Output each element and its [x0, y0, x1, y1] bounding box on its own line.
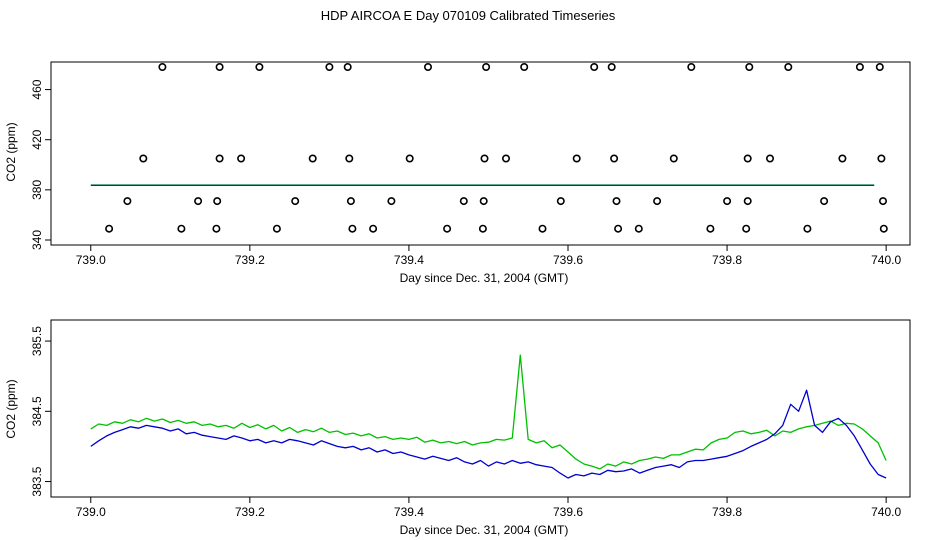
bottom-x-axis: 739.0 739.2 739.4 739.6 739.8 740.0 — [76, 497, 901, 519]
scatter-point — [291, 197, 300, 206]
y-tick-label: 380 — [30, 180, 44, 200]
scatter-point — [346, 197, 355, 206]
scatter-point — [743, 154, 752, 163]
scatter-point — [345, 154, 354, 163]
scatter-point — [520, 62, 529, 71]
x-tick-label: 739.8 — [712, 505, 742, 519]
scatter-point — [123, 197, 132, 206]
scatter-point — [538, 224, 547, 233]
y-tick-label: 460 — [30, 79, 44, 99]
scatter-point — [480, 154, 489, 163]
top-y-axis-label: CO2 (ppm) — [4, 122, 18, 181]
scatter-point — [745, 62, 754, 71]
scatter-point — [614, 224, 623, 233]
bottom-series-lines — [90, 354, 887, 479]
bottom-x-axis-label: Day since Dec. 31, 2004 (GMT) — [400, 523, 569, 537]
scatter-point — [213, 197, 222, 206]
scatter-point — [875, 62, 884, 71]
scatter-point — [572, 154, 581, 163]
x-tick-label: 740.0 — [871, 253, 901, 267]
scatter-point — [272, 224, 281, 233]
top-x-axis: 739.0 739.2 739.4 739.6 739.8 740.0 — [76, 245, 901, 267]
scatter-point — [610, 154, 619, 163]
scatter-point — [348, 224, 357, 233]
scatter-point — [308, 154, 317, 163]
scatter-point — [784, 62, 793, 71]
x-tick-label: 739.8 — [712, 253, 742, 267]
scatter-point — [879, 224, 888, 233]
scatter-point — [343, 62, 352, 71]
scatter-point — [820, 197, 829, 206]
scatter-point — [459, 197, 468, 206]
scatter-point — [687, 62, 696, 71]
x-tick-label: 739.0 — [76, 505, 106, 519]
top-scatter-points — [105, 62, 888, 233]
x-tick-label: 739.0 — [76, 253, 106, 267]
scatter-point — [158, 62, 167, 71]
scatter-point — [215, 62, 224, 71]
top-y-axis: 340 380 420 460 — [30, 79, 51, 250]
scatter-point — [706, 224, 715, 233]
scatter-point — [556, 197, 565, 206]
scatter-point — [479, 197, 488, 206]
scatter-point — [669, 154, 678, 163]
scatter-point — [723, 197, 732, 206]
top-plot-frame — [50, 61, 911, 246]
top-x-axis-label: Day since Dec. 31, 2004 (GMT) — [400, 271, 569, 285]
y-tick-label: 385.5 — [30, 326, 44, 356]
top-panel: 739.0 739.2 739.4 739.6 739.8 740.0 340 380 420… — [4, 61, 911, 285]
scatter-point — [237, 154, 246, 163]
scatter-point — [765, 154, 774, 163]
scatter-point — [501, 154, 510, 163]
scatter-point — [212, 224, 221, 233]
x-tick-label: 739.2 — [235, 505, 265, 519]
scatter-point — [743, 197, 752, 206]
bottom-y-axis-label: CO2 (ppm) — [4, 379, 18, 438]
scatter-point — [607, 62, 616, 71]
x-tick-label: 739.4 — [394, 253, 424, 267]
bottom-plot-frame — [50, 319, 911, 498]
scatter-point — [478, 224, 487, 233]
x-tick-label: 739.6 — [553, 505, 583, 519]
scatter-point — [194, 197, 203, 206]
scatter-point — [177, 224, 186, 233]
scatter-point — [423, 62, 432, 71]
y-tick-label: 383.5 — [30, 466, 44, 496]
scatter-point — [634, 224, 643, 233]
scatter-point — [139, 154, 148, 163]
scatter-point — [878, 197, 887, 206]
x-tick-label: 740.0 — [871, 505, 901, 519]
scatter-point — [838, 154, 847, 163]
scatter-point — [742, 224, 751, 233]
bottom-panel: 739.0 739.2 739.4 739.6 739.8 740.0 383.5 384.… — [4, 319, 911, 537]
x-tick-label: 739.4 — [394, 505, 424, 519]
scatter-point — [590, 62, 599, 71]
scatter-point — [105, 224, 114, 233]
bottom-y-axis: 383.5 384.5 385.5 — [30, 326, 51, 497]
x-tick-label: 739.2 — [235, 253, 265, 267]
scatter-point — [255, 62, 264, 71]
scatter-point — [405, 154, 414, 163]
scatter-point — [612, 197, 621, 206]
blue-series-line — [90, 389, 887, 479]
scatter-point — [803, 224, 812, 233]
scatter-point — [387, 197, 396, 206]
scatter-point — [325, 62, 334, 71]
green-series-line — [90, 354, 887, 470]
y-tick-label: 340 — [30, 230, 44, 250]
scatter-point — [855, 62, 864, 71]
x-tick-label: 739.6 — [553, 253, 583, 267]
scatter-point — [369, 224, 378, 233]
scatter-point — [653, 197, 662, 206]
y-tick-label: 384.5 — [30, 396, 44, 426]
scatter-point — [482, 62, 491, 71]
scatter-point — [215, 154, 224, 163]
scatter-point — [443, 224, 452, 233]
chart-title: HDP AIRCOA E Day 070109 Calibrated Times… — [320, 8, 616, 23]
y-tick-label: 420 — [30, 129, 44, 149]
scatter-point — [877, 154, 886, 163]
